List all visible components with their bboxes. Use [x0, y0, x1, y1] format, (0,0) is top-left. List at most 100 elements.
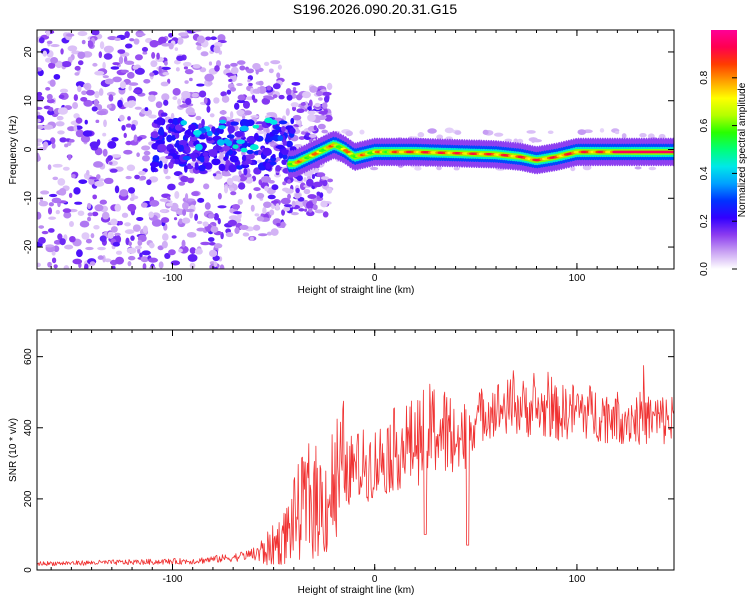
spectrogram-cell: [316, 115, 327, 121]
spectrogram-cell: [175, 67, 180, 72]
spectrogram-cell: [53, 73, 61, 80]
spectrogram-cell: [143, 78, 151, 84]
spectrogram-cell: [73, 94, 79, 101]
spectrogram-cell: [314, 209, 324, 214]
spectrogram-cell: [160, 217, 170, 224]
spectrogram-cell: [278, 120, 288, 125]
spectrogram-cell: [67, 45, 78, 52]
spectrogram-cell: [182, 201, 189, 210]
spectrogram-cell: [454, 130, 462, 135]
spectrogram-cell: [47, 109, 55, 116]
spectrogram-ylabel: Frequency (Hz): [8, 116, 19, 185]
spectrogram-cell: [77, 85, 82, 93]
spectrogram-cell: [359, 129, 365, 135]
spectrogram-cell: [59, 88, 69, 93]
spectrogram-cell: [114, 232, 121, 236]
spectrogram-cell: [217, 218, 221, 225]
spectrogram-cell: [55, 60, 63, 69]
spectrogram-cell: [648, 166, 657, 171]
spectrogram-cell: [174, 190, 180, 199]
spectrogram-cell: [205, 36, 212, 41]
spectrogram-cell: [48, 62, 56, 69]
spectrogram-cell: [320, 176, 330, 180]
spectrogram-cell: [229, 121, 239, 126]
spectrogram-cell: [57, 130, 65, 135]
spectrogram-cell: [199, 156, 205, 163]
spectrogram-cell: [189, 152, 198, 160]
spectrogram-cell: [266, 96, 275, 100]
spectrogram-cell: [165, 202, 173, 207]
spectrogram-cell: [184, 164, 188, 173]
spectrogram-cell: [158, 160, 163, 169]
spectrogram-cell: [218, 163, 226, 172]
spectrogram-cell: [63, 211, 72, 219]
spectrogram-cell: [49, 79, 56, 87]
spectrogram-cell: [302, 91, 312, 99]
spectrogram-cell: [295, 187, 300, 194]
spectrogram-cell: [225, 159, 231, 166]
spectrogram-cell: [244, 159, 253, 165]
spectrogram-cell: [427, 128, 437, 134]
spectrogram-cell: [275, 165, 281, 172]
spectrogram-cell: [85, 246, 94, 251]
spectrogram-cell: [634, 166, 642, 170]
spectrogram-cell: [160, 209, 167, 213]
spectrogram-cell: [134, 245, 142, 250]
spectrogram-cell: [187, 177, 194, 184]
spectrogram-cell: [170, 123, 175, 129]
spectrogram-cell: [124, 229, 135, 234]
spectrogram-cell: [285, 140, 293, 148]
spectrogram-cell: [111, 265, 116, 269]
spectrogram-cell: [251, 94, 256, 101]
spectrogram-cell: [157, 245, 164, 251]
spectrogram-cell: [159, 198, 169, 202]
spectrogram-cell: [110, 226, 118, 233]
spectrogram-cell: [87, 40, 94, 48]
spectrogram-cell: [123, 102, 130, 108]
spectrogram-cell: [308, 134, 317, 138]
spectrogram-cell: [77, 60, 84, 66]
spectrogram-cell: [186, 128, 191, 136]
spectrogram-cell: [228, 78, 233, 83]
spectrogram-cell: [261, 97, 271, 105]
spectrogram-cell: [289, 127, 296, 134]
spectrogram-cell: [321, 91, 332, 96]
spectrogram-cell: [236, 83, 243, 87]
spectrogram-cell: [189, 135, 198, 142]
spectrogram-cell: [280, 221, 286, 229]
spectrogram-cell: [158, 261, 164, 269]
spectrogram-cell: [260, 175, 271, 183]
spectrogram-cell: [142, 51, 148, 55]
spectrogram-cell: [160, 81, 169, 87]
spectrogram-cell: [229, 155, 239, 163]
spectrogram-cell: [218, 125, 227, 130]
spectrogram-cell: [99, 199, 108, 205]
spectrogram-cell: [194, 248, 203, 255]
spectrogram-cell: [90, 233, 95, 239]
spectrogram-cell: [215, 145, 222, 151]
snr-xtick-label: 100: [569, 574, 586, 585]
spectrogram-cell: [232, 144, 239, 149]
spectrogram-cell: [174, 124, 183, 131]
spectrogram-cell: [87, 212, 93, 217]
spectrogram-cell: [132, 224, 141, 232]
spectrogram-cell: [195, 143, 203, 151]
spectrogram-cell: [141, 250, 151, 256]
spectrogram-cell: [119, 81, 127, 89]
spectrogram-cell: [77, 31, 88, 37]
spectrogram-cell: [436, 165, 442, 171]
spectrogram-cell: [127, 116, 131, 121]
spectrogram-ytick-label: 20: [23, 46, 34, 58]
spectrogram-cell: [270, 228, 279, 236]
spectrogram-cell: [51, 250, 56, 256]
spectrogram-cell: [235, 165, 243, 170]
spectrogram-cell: [161, 240, 168, 249]
spectrogram-cell: [312, 181, 323, 188]
spectrogram-cell: [250, 204, 255, 212]
spectrogram-cell: [208, 148, 218, 157]
spectrogram-cell: [141, 46, 149, 52]
spectrogram-cell: [162, 72, 170, 76]
spectrogram-cell: [142, 263, 147, 269]
spectrogram-cell: [98, 178, 105, 182]
spectrogram-cell: [148, 211, 154, 218]
